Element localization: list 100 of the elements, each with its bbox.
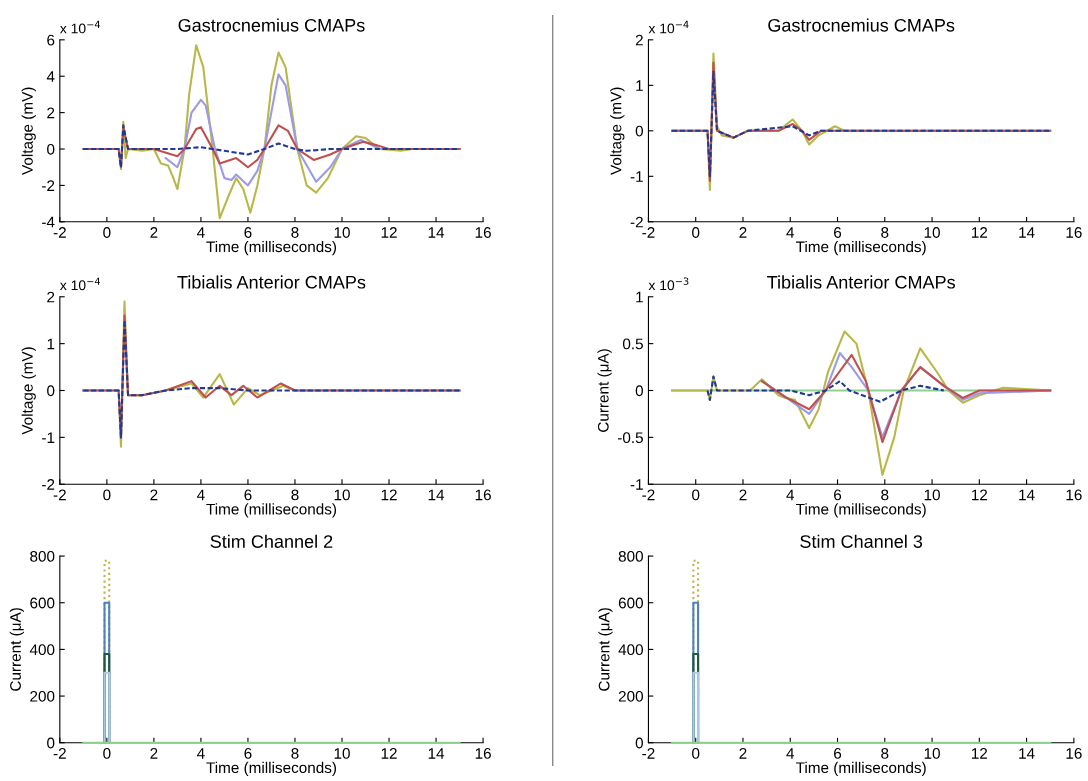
x-tick-label: 0 [103, 227, 111, 238]
y-tick-label: -2 [42, 180, 55, 191]
x-tick-label: 10 [924, 748, 940, 759]
x-tick-label: 14 [1019, 489, 1035, 501]
x-tick-label: 16 [1066, 748, 1082, 759]
y-tick-label: 4 [46, 71, 55, 82]
text: x 10$^{−3}$ [648, 277, 689, 291]
x-tick-label: 16 [1066, 227, 1082, 238]
x-axis-title: Time (milliseconds) [796, 503, 926, 518]
x-tick-label: 0 [692, 489, 700, 501]
x-tick-label: 8 [291, 489, 299, 501]
y-tick-label: 2 [47, 107, 55, 119]
y-tick-label: -0.5 [617, 432, 643, 444]
y-tick-label: -2 [630, 216, 643, 228]
x-tick-label: 0 [103, 489, 111, 501]
y-tick-label: 6 [47, 34, 55, 46]
x-tick-label: 0 [103, 748, 111, 759]
y-tick-label: -1 [630, 171, 643, 182]
y-tick-label: 2 [635, 34, 643, 46]
x-axis-title: Time (milliseconds) [206, 503, 337, 518]
y-tick-label: 800 [30, 550, 55, 562]
y-tick-label: 0.5 [622, 338, 643, 350]
y-tick-label: 200 [30, 690, 55, 702]
x-tick-label: 6 [834, 227, 842, 238]
y-tick-label: 400 [618, 644, 643, 656]
y-axis-title: Current (μA) [598, 608, 613, 691]
x-tick-label: 4 [786, 227, 795, 238]
y-tick-label: 2 [47, 291, 55, 303]
x-tick-label: 6 [244, 748, 252, 759]
chart-title: Tibialis Anterior CMAPs [177, 275, 366, 289]
y-tick-label: -1 [42, 432, 55, 443]
text: x 10$^{−4}$ [60, 277, 101, 291]
x-tick-label: 4 [197, 748, 205, 759]
x-tick-label: 14 [428, 227, 445, 238]
x-tick-label: 10 [334, 227, 350, 238]
y-axis-title: Voltage (mV) [610, 87, 625, 175]
text: x 10$^{−4}$ [60, 20, 101, 34]
x-tick-label: 10 [924, 227, 940, 238]
x-tick-label: 4 [786, 489, 795, 501]
x-tick-label: 2 [150, 748, 158, 759]
chart-title: Stim Channel 2 [210, 534, 333, 548]
x-tick-label: 2 [739, 227, 747, 238]
y-tick-label: 200 [618, 690, 643, 702]
y-tick-label: 1 [47, 338, 55, 350]
y-tick-label: 800 [618, 550, 643, 562]
x-tick-label: 12 [971, 748, 988, 759]
y-axis-title: Voltage (mV) [21, 347, 36, 435]
y-tick-label: -1 [630, 479, 643, 490]
x-axis-title: Time (milliseconds) [796, 240, 926, 256]
y-tick-label: 0 [47, 737, 55, 749]
x-tick-label: 8 [291, 748, 299, 759]
y-tick-label: -2 [42, 479, 55, 490]
y-axis-title: Voltage (mV) [21, 87, 36, 175]
y-tick-label: 600 [30, 597, 55, 609]
x-tick-label: 6 [244, 227, 252, 238]
y-tick-label: 0 [47, 143, 55, 155]
chart-title: Gastrocnemius CMAPs [178, 18, 365, 32]
x-axis-title: Time (milliseconds) [796, 761, 926, 777]
y-tick-label: -4 [42, 216, 55, 228]
x-tick-label: 4 [786, 748, 795, 759]
chart-title: Gastrocnemius CMAPs [768, 18, 955, 32]
x-tick-label: 16 [475, 748, 491, 759]
x-axis-title: Time (milliseconds) [206, 761, 337, 777]
x-axis-title: Time (milliseconds) [206, 240, 337, 256]
x-tick-label: 4 [197, 489, 205, 501]
x-tick-label: 2 [150, 227, 158, 238]
x-tick-label: 12 [971, 227, 988, 238]
y-axis-title: Current (μA) [9, 608, 24, 691]
x-tick-label: 8 [291, 227, 299, 238]
x-tick-label: 10 [334, 489, 350, 501]
x-tick-label: 14 [428, 489, 445, 501]
y-axis-title: Current (μA) [597, 349, 612, 432]
x-tick-label: 2 [739, 489, 747, 501]
x-tick-label: 8 [881, 748, 889, 759]
x-tick-label: 14 [1019, 227, 1035, 238]
x-tick-label: 14 [428, 748, 445, 759]
x-tick-label: 8 [881, 227, 889, 238]
y-tick-label: 600 [618, 597, 643, 609]
x-tick-label: 6 [834, 748, 842, 759]
chart-title: Stim Channel 3 [800, 534, 923, 548]
text: x 10$^{−4}$ [648, 20, 689, 34]
x-tick-label: 12 [381, 489, 397, 501]
x-tick-label: 16 [475, 489, 491, 501]
x-tick-label: 10 [334, 748, 350, 759]
y-tick-label: 1 [636, 80, 643, 91]
x-tick-label: 16 [1066, 489, 1082, 501]
x-tick-label: 2 [739, 748, 747, 759]
x-tick-label: 0 [692, 748, 700, 759]
x-tick-label: 2 [150, 489, 158, 501]
x-tick-label: 14 [1019, 748, 1035, 759]
x-tick-label: 16 [475, 227, 491, 238]
y-tick-label: 400 [29, 644, 55, 656]
chart-title: Tibialis Anterior CMAPs [767, 275, 955, 289]
y-tick-label: 1 [636, 291, 643, 303]
y-tick-label: 0 [635, 385, 643, 397]
y-tick-label: 0 [47, 385, 55, 397]
x-tick-label: 4 [197, 227, 205, 238]
x-tick-label: 10 [924, 489, 940, 501]
x-tick-label: 12 [971, 489, 988, 501]
x-tick-label: 12 [381, 748, 397, 759]
